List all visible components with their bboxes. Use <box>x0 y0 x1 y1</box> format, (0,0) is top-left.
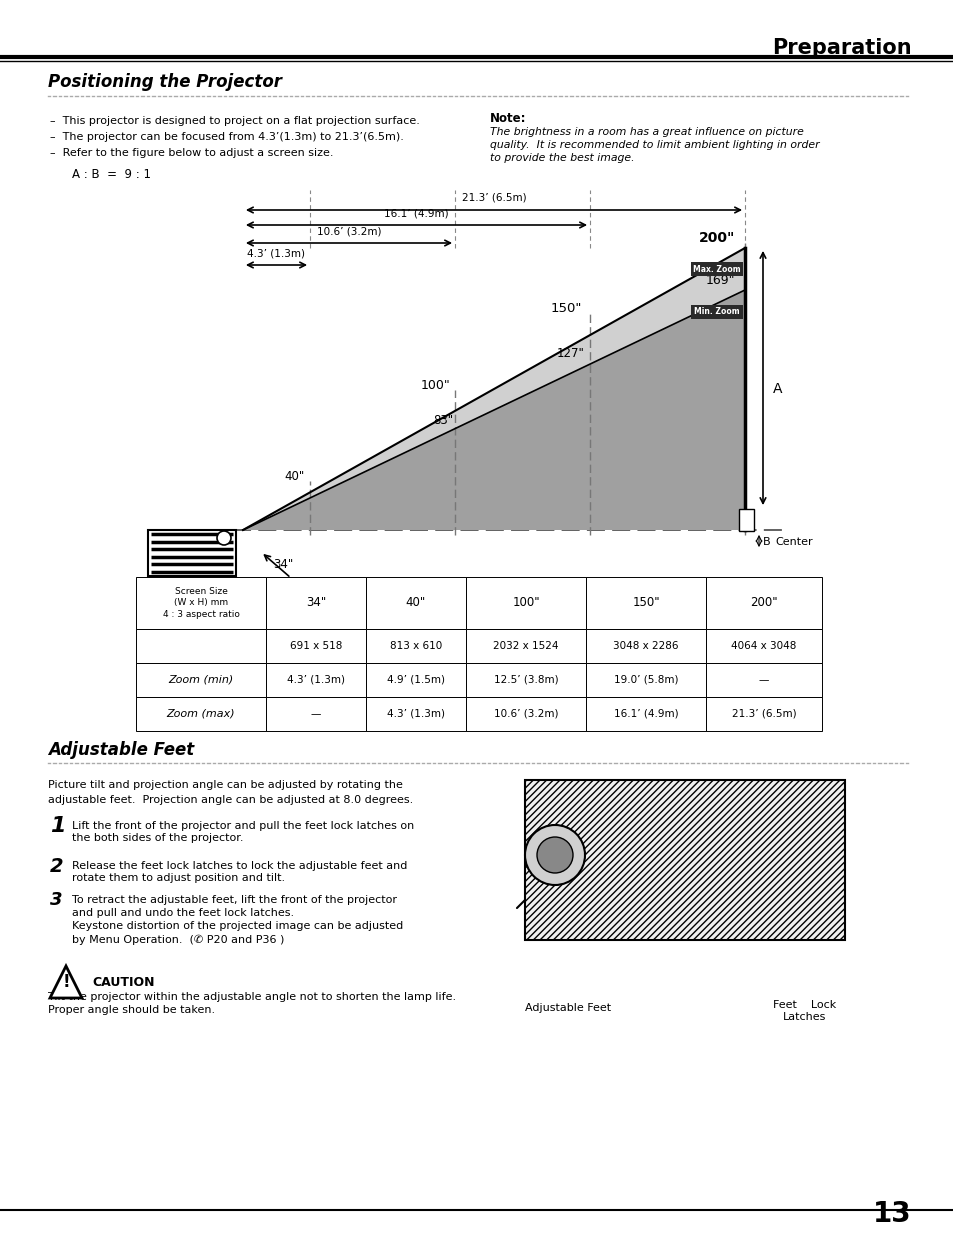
Text: B: B <box>762 537 770 547</box>
Text: Max. Zoom: Max. Zoom <box>693 264 740 273</box>
Bar <box>148 530 235 576</box>
Text: Lift the front of the projector and pull the feet lock latches on
the both sides: Lift the front of the projector and pull… <box>71 821 414 842</box>
Bar <box>585 577 705 629</box>
Text: Zoom (max): Zoom (max) <box>167 709 235 719</box>
Text: To retract the adjustable feet, lift the front of the projector
and pull and und: To retract the adjustable feet, lift the… <box>71 895 403 945</box>
Polygon shape <box>50 966 82 998</box>
Text: The brightness in a room has a great influence on picture
quality.  It is recomm: The brightness in a room has a great inf… <box>490 127 819 163</box>
Text: 200": 200" <box>698 231 734 245</box>
Text: 34": 34" <box>273 558 293 571</box>
Text: Positioning the Projector: Positioning the Projector <box>48 73 282 91</box>
Text: CAUTION: CAUTION <box>91 976 154 988</box>
Text: 13: 13 <box>872 1200 911 1228</box>
Text: –  The projector can be focused from 4.3’(1.3m) to 21.3’(6.5m).: – The projector can be focused from 4.3’… <box>50 132 403 142</box>
Bar <box>524 781 844 940</box>
Bar <box>690 305 742 319</box>
Bar <box>585 663 705 697</box>
Polygon shape <box>243 248 744 530</box>
Bar <box>136 697 266 731</box>
Bar <box>136 663 266 697</box>
Text: 4.3’ (1.3m): 4.3’ (1.3m) <box>247 248 305 258</box>
Bar <box>465 663 585 697</box>
Text: A : B  =  9 : 1: A : B = 9 : 1 <box>71 168 151 182</box>
Bar <box>266 629 366 663</box>
Bar <box>585 629 705 663</box>
Text: 1: 1 <box>50 816 66 836</box>
Polygon shape <box>243 290 744 530</box>
Text: Zoom (min): Zoom (min) <box>168 676 233 685</box>
Text: 40": 40" <box>284 471 305 483</box>
Text: 83": 83" <box>433 414 453 427</box>
Text: Min. Zoom: Min. Zoom <box>694 308 739 316</box>
Text: 16.1’ (4.9m): 16.1’ (4.9m) <box>384 207 448 219</box>
Circle shape <box>537 837 573 873</box>
Text: 3048 x 2286: 3048 x 2286 <box>613 641 678 651</box>
Text: —: — <box>311 709 321 719</box>
Text: —: — <box>758 676 768 685</box>
Text: Note:: Note: <box>490 112 526 125</box>
Text: 127": 127" <box>557 347 584 359</box>
Text: 2032 x 1524: 2032 x 1524 <box>493 641 558 651</box>
Text: adjustable feet.  Projection angle can be adjusted at 8.0 degrees.: adjustable feet. Projection angle can be… <box>48 795 413 805</box>
Text: 40": 40" <box>405 597 426 610</box>
Text: 169": 169" <box>705 274 734 287</box>
Bar <box>366 629 465 663</box>
Text: 100": 100" <box>420 379 450 391</box>
Bar <box>465 629 585 663</box>
Bar <box>366 697 465 731</box>
Text: 2: 2 <box>50 857 64 876</box>
Bar <box>705 629 821 663</box>
Text: –  Refer to the figure below to adjust a screen size.: – Refer to the figure below to adjust a … <box>50 148 334 158</box>
Text: 4.9’ (1.5m): 4.9’ (1.5m) <box>387 676 444 685</box>
Bar <box>465 697 585 731</box>
Text: 4.3’ (1.3m): 4.3’ (1.3m) <box>287 676 345 685</box>
Text: 21.3’ (6.5m): 21.3’ (6.5m) <box>461 193 526 203</box>
Text: Adjustable Feet: Adjustable Feet <box>524 1003 611 1013</box>
Bar <box>136 577 266 629</box>
Bar <box>136 629 266 663</box>
Text: 100": 100" <box>512 597 539 610</box>
Text: 150": 150" <box>550 303 581 315</box>
Bar <box>366 577 465 629</box>
Bar <box>705 697 821 731</box>
Text: 21.3’ (6.5m): 21.3’ (6.5m) <box>731 709 796 719</box>
Text: 4064 x 3048: 4064 x 3048 <box>731 641 796 651</box>
Circle shape <box>216 531 231 545</box>
Bar <box>705 663 821 697</box>
Text: 200": 200" <box>749 597 777 610</box>
Text: Picture tilt and projection angle can be adjusted by rotating the: Picture tilt and projection angle can be… <box>48 781 402 790</box>
Text: Feet    Lock
Latches: Feet Lock Latches <box>773 1000 836 1021</box>
Text: 10.6’ (3.2m): 10.6’ (3.2m) <box>316 226 381 236</box>
Text: 10.6’ (3.2m): 10.6’ (3.2m) <box>494 709 558 719</box>
Text: Release the feet lock latches to lock the adjustable feet and
rotate them to adj: Release the feet lock latches to lock th… <box>71 861 407 883</box>
Bar <box>266 577 366 629</box>
Text: 813 x 610: 813 x 610 <box>390 641 441 651</box>
Bar <box>585 697 705 731</box>
Text: 12.5’ (3.8m): 12.5’ (3.8m) <box>493 676 558 685</box>
Text: 3: 3 <box>50 890 63 909</box>
Bar <box>465 577 585 629</box>
Bar <box>266 663 366 697</box>
Bar <box>690 262 742 275</box>
Text: Preparation: Preparation <box>772 38 911 58</box>
Text: Tilt the projector within the adjustable angle not to shorten the lamp life.
Pro: Tilt the projector within the adjustable… <box>48 992 456 1015</box>
Text: –  This projector is designed to project on a flat projection surface.: – This projector is designed to project … <box>50 116 419 126</box>
Text: 4.3’ (1.3m): 4.3’ (1.3m) <box>387 709 444 719</box>
Circle shape <box>524 825 584 885</box>
Bar <box>366 663 465 697</box>
Text: 691 x 518: 691 x 518 <box>290 641 342 651</box>
Text: Screen Size
(W x H) mm
4 : 3 aspect ratio: Screen Size (W x H) mm 4 : 3 aspect rati… <box>162 587 239 619</box>
Bar <box>266 697 366 731</box>
Bar <box>739 509 753 531</box>
Text: A: A <box>772 382 781 396</box>
Text: 34": 34" <box>306 597 326 610</box>
Bar <box>705 577 821 629</box>
Text: 16.1’ (4.9m): 16.1’ (4.9m) <box>613 709 678 719</box>
Text: !: ! <box>62 973 70 990</box>
Text: Center: Center <box>774 537 812 547</box>
Polygon shape <box>243 248 744 530</box>
Text: 19.0’ (5.8m): 19.0’ (5.8m) <box>613 676 678 685</box>
Text: 150": 150" <box>632 597 659 610</box>
Text: Adjustable Feet: Adjustable Feet <box>48 741 194 760</box>
